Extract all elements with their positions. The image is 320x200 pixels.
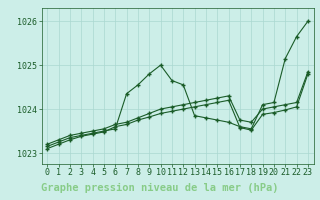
Text: Graphe pression niveau de la mer (hPa): Graphe pression niveau de la mer (hPa) <box>41 183 279 193</box>
